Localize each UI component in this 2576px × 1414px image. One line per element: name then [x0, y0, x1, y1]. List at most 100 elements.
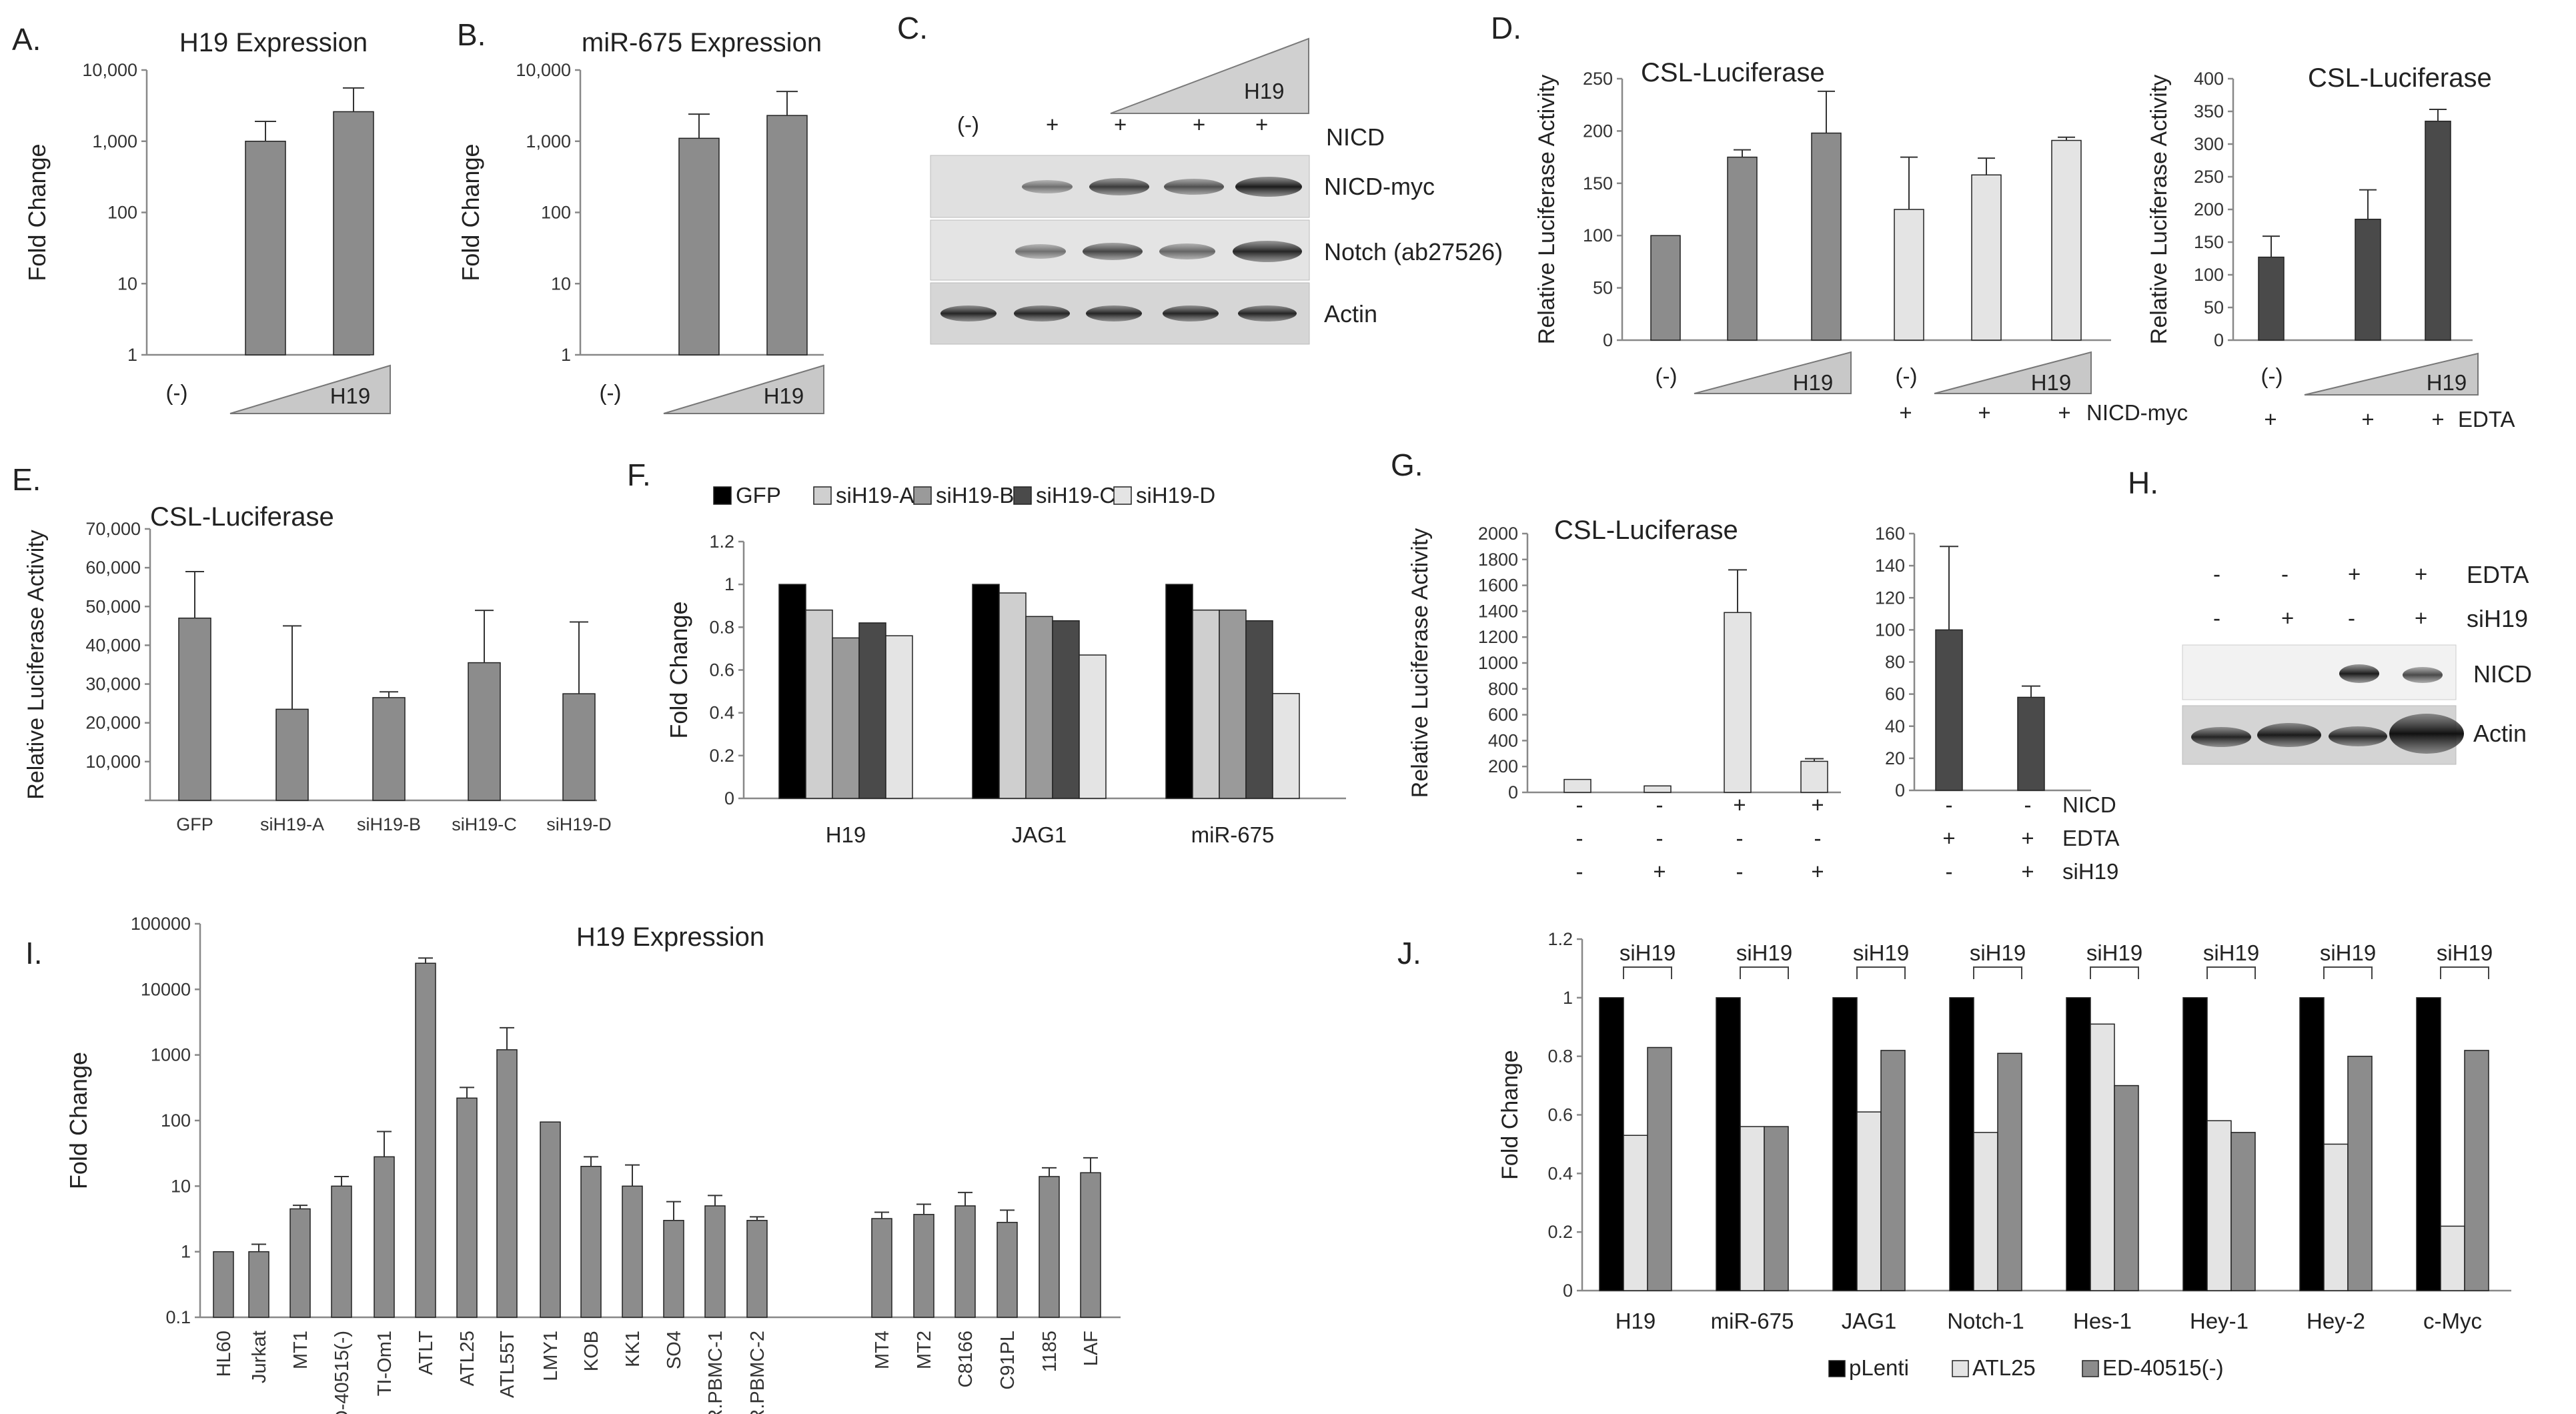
bar-ED-40515(-)-JAG1: [1880, 1050, 1906, 1291]
y-tick-label: 0.6: [709, 660, 734, 680]
bar-MT2: [913, 1214, 934, 1318]
sih19-bracket: [2323, 966, 2373, 979]
bracket-label: siH19: [1736, 940, 1792, 965]
bracket-label: siH19: [2437, 940, 2493, 965]
legend-swatch: [913, 486, 932, 505]
blot-c-band: [1086, 305, 1142, 321]
bar-pLenti-miR-675: [1716, 997, 1741, 1291]
y-tick-label: 150: [2194, 232, 2224, 252]
bar-ATL25-Hes-1: [2090, 1023, 2115, 1291]
blot-h-edta-mark-2: -: [2281, 562, 2289, 586]
bar-H19-low: [678, 137, 720, 356]
chart-title: CSL-Luciferase: [2308, 63, 2492, 93]
x-tick-label: H19: [826, 822, 866, 847]
x-tick-label: KOB: [581, 1331, 602, 1371]
y-axis-label: Relative Luciferase Activity: [1534, 75, 1559, 344]
y-axis-label: Relative Luciferase Activity: [23, 530, 49, 799]
chart-title: CSL-Luciferase: [1641, 58, 1825, 87]
y-tick-label: 1: [127, 345, 137, 365]
chart-f-fold-change-sirna: 0 0.2 0.4 0.6 0.8 1 1.2 Fold Change GFP siH19-A si…: [665, 483, 1346, 847]
condition-row-label: NICD: [2062, 792, 2116, 817]
condition-mark: -: [1736, 826, 1744, 850]
legend-label: GFP: [736, 483, 781, 508]
wedge-label: H19: [764, 384, 804, 408]
row-label-edta: EDTA: [2458, 407, 2515, 432]
condition-mark: -: [1656, 792, 1664, 817]
sih19-bracket: [2090, 966, 2139, 979]
bar-ATL25: [456, 1097, 478, 1318]
y-tick-label: 80: [1885, 652, 1905, 672]
x-tick-label: C91PL: [997, 1331, 1019, 1390]
plus-mark: +: [2058, 400, 2070, 425]
bar-ED-40515(-)-miR-675: [1764, 1126, 1789, 1291]
legend-label: siH19-B: [936, 483, 1014, 508]
condition-mark: +: [1653, 859, 1666, 884]
x-tick-label: siH19-D: [546, 814, 612, 834]
blot-c-band: [1233, 241, 1302, 262]
bar-pLenti-c-Myc: [2416, 997, 2441, 1291]
y-tick-label: 400: [1488, 730, 1518, 750]
bracket-label: siH19: [2086, 940, 2142, 965]
blot-c-band: [1089, 178, 1149, 195]
y-tick-label: 0.1: [165, 1307, 191, 1327]
plus-mark: +: [2264, 407, 2277, 432]
y-tick-label: 250: [1583, 69, 1613, 89]
chart-d2-csl-luciferase-edta: 0 50 100 150 200 250 300 350 400 Relative Lucifer…: [2146, 63, 2515, 432]
bar-g1-NICD: [1724, 612, 1752, 793]
chart-title: H19 Expression: [179, 28, 368, 57]
bar-d2: [2425, 120, 2451, 341]
chart-title: miR-675 Expression: [582, 28, 822, 57]
y-tick-label: 10: [117, 273, 137, 293]
blot-h-band: [2339, 664, 2379, 683]
condition-row-label: EDTA: [2062, 826, 2120, 850]
bar-g1-ctrl: [1563, 778, 1591, 793]
blot-h-band: [2403, 667, 2443, 683]
bar-siH19-B: [372, 697, 406, 801]
h19-wedge: [229, 364, 391, 414]
sih19-bracket: [1973, 966, 2022, 979]
blot-c-band: [1164, 179, 1224, 195]
x-tick-label: HL60: [213, 1331, 235, 1377]
chart-b-mir675-expression: 1 10 100 1,000 10,000 Fold Change miR-675 Expr…: [457, 28, 824, 414]
bar-d2: [2355, 218, 2381, 341]
wedge-label: H19: [1793, 370, 1834, 395]
y-tick-label: 0: [1508, 782, 1518, 802]
bar-siH19-D-miR-675: [1272, 693, 1300, 799]
x-tick-label: KK1: [622, 1331, 644, 1367]
condition-mark: -: [1576, 859, 1583, 884]
blot-c-neg-label: (-): [957, 112, 979, 137]
h19-wedge: [663, 364, 824, 414]
bar-ED-40515(-)-H19: [1647, 1046, 1672, 1291]
y-tick-label: 100: [107, 203, 137, 223]
x-tick-label: siH19-B: [357, 814, 421, 834]
chart-j-fold-change-targets: 0 0.2 0.4 0.6 0.8 1 1.2 Fold Change H19 siH19 miR-…: [1497, 929, 2511, 1380]
x-tick-label: MT1: [290, 1331, 311, 1369]
y-tick-label: 0.2: [1547, 1222, 1573, 1242]
plus-mark: +: [1978, 400, 1990, 425]
bar-g2-EDTA+siH19: [2017, 696, 2045, 791]
blot-c-band: [1159, 243, 1215, 259]
bar-HL60: [213, 1251, 234, 1318]
bar-pLenti-Hes-1: [2066, 997, 2091, 1291]
y-tick-label: 1.2: [709, 532, 734, 552]
blot-h-row-label-1: NICD: [2473, 660, 2532, 688]
x-tick-label: Notch-1: [1947, 1309, 2024, 1333]
bracket-label: siH19: [1970, 940, 2026, 965]
bar-d1: [1650, 235, 1681, 341]
legend-label: siH19-D: [1136, 483, 1215, 508]
panel-letter-j: J.: [1397, 936, 1421, 970]
blot-c-band: [1014, 305, 1070, 321]
bar-d1: [1971, 174, 2002, 341]
x-tick-label: MT4: [872, 1331, 893, 1369]
sih19-bracket: [1740, 966, 1789, 979]
chart-title: CSL-Luciferase: [150, 502, 334, 532]
bar-R.PBMC-2: [746, 1219, 768, 1318]
y-tick-label: 0: [1603, 330, 1613, 350]
chart-a-h19-expression: 1 10 100 1,000 10,000 Fold Change H19 Expressi…: [23, 28, 391, 414]
x-tick-label: MT2: [914, 1331, 935, 1369]
y-tick-label: 140: [1875, 556, 1905, 576]
x-label-neg: (-): [1656, 364, 1678, 388]
y-tick-label: 350: [2194, 101, 2224, 121]
wedge-label: H19: [2031, 370, 2072, 395]
